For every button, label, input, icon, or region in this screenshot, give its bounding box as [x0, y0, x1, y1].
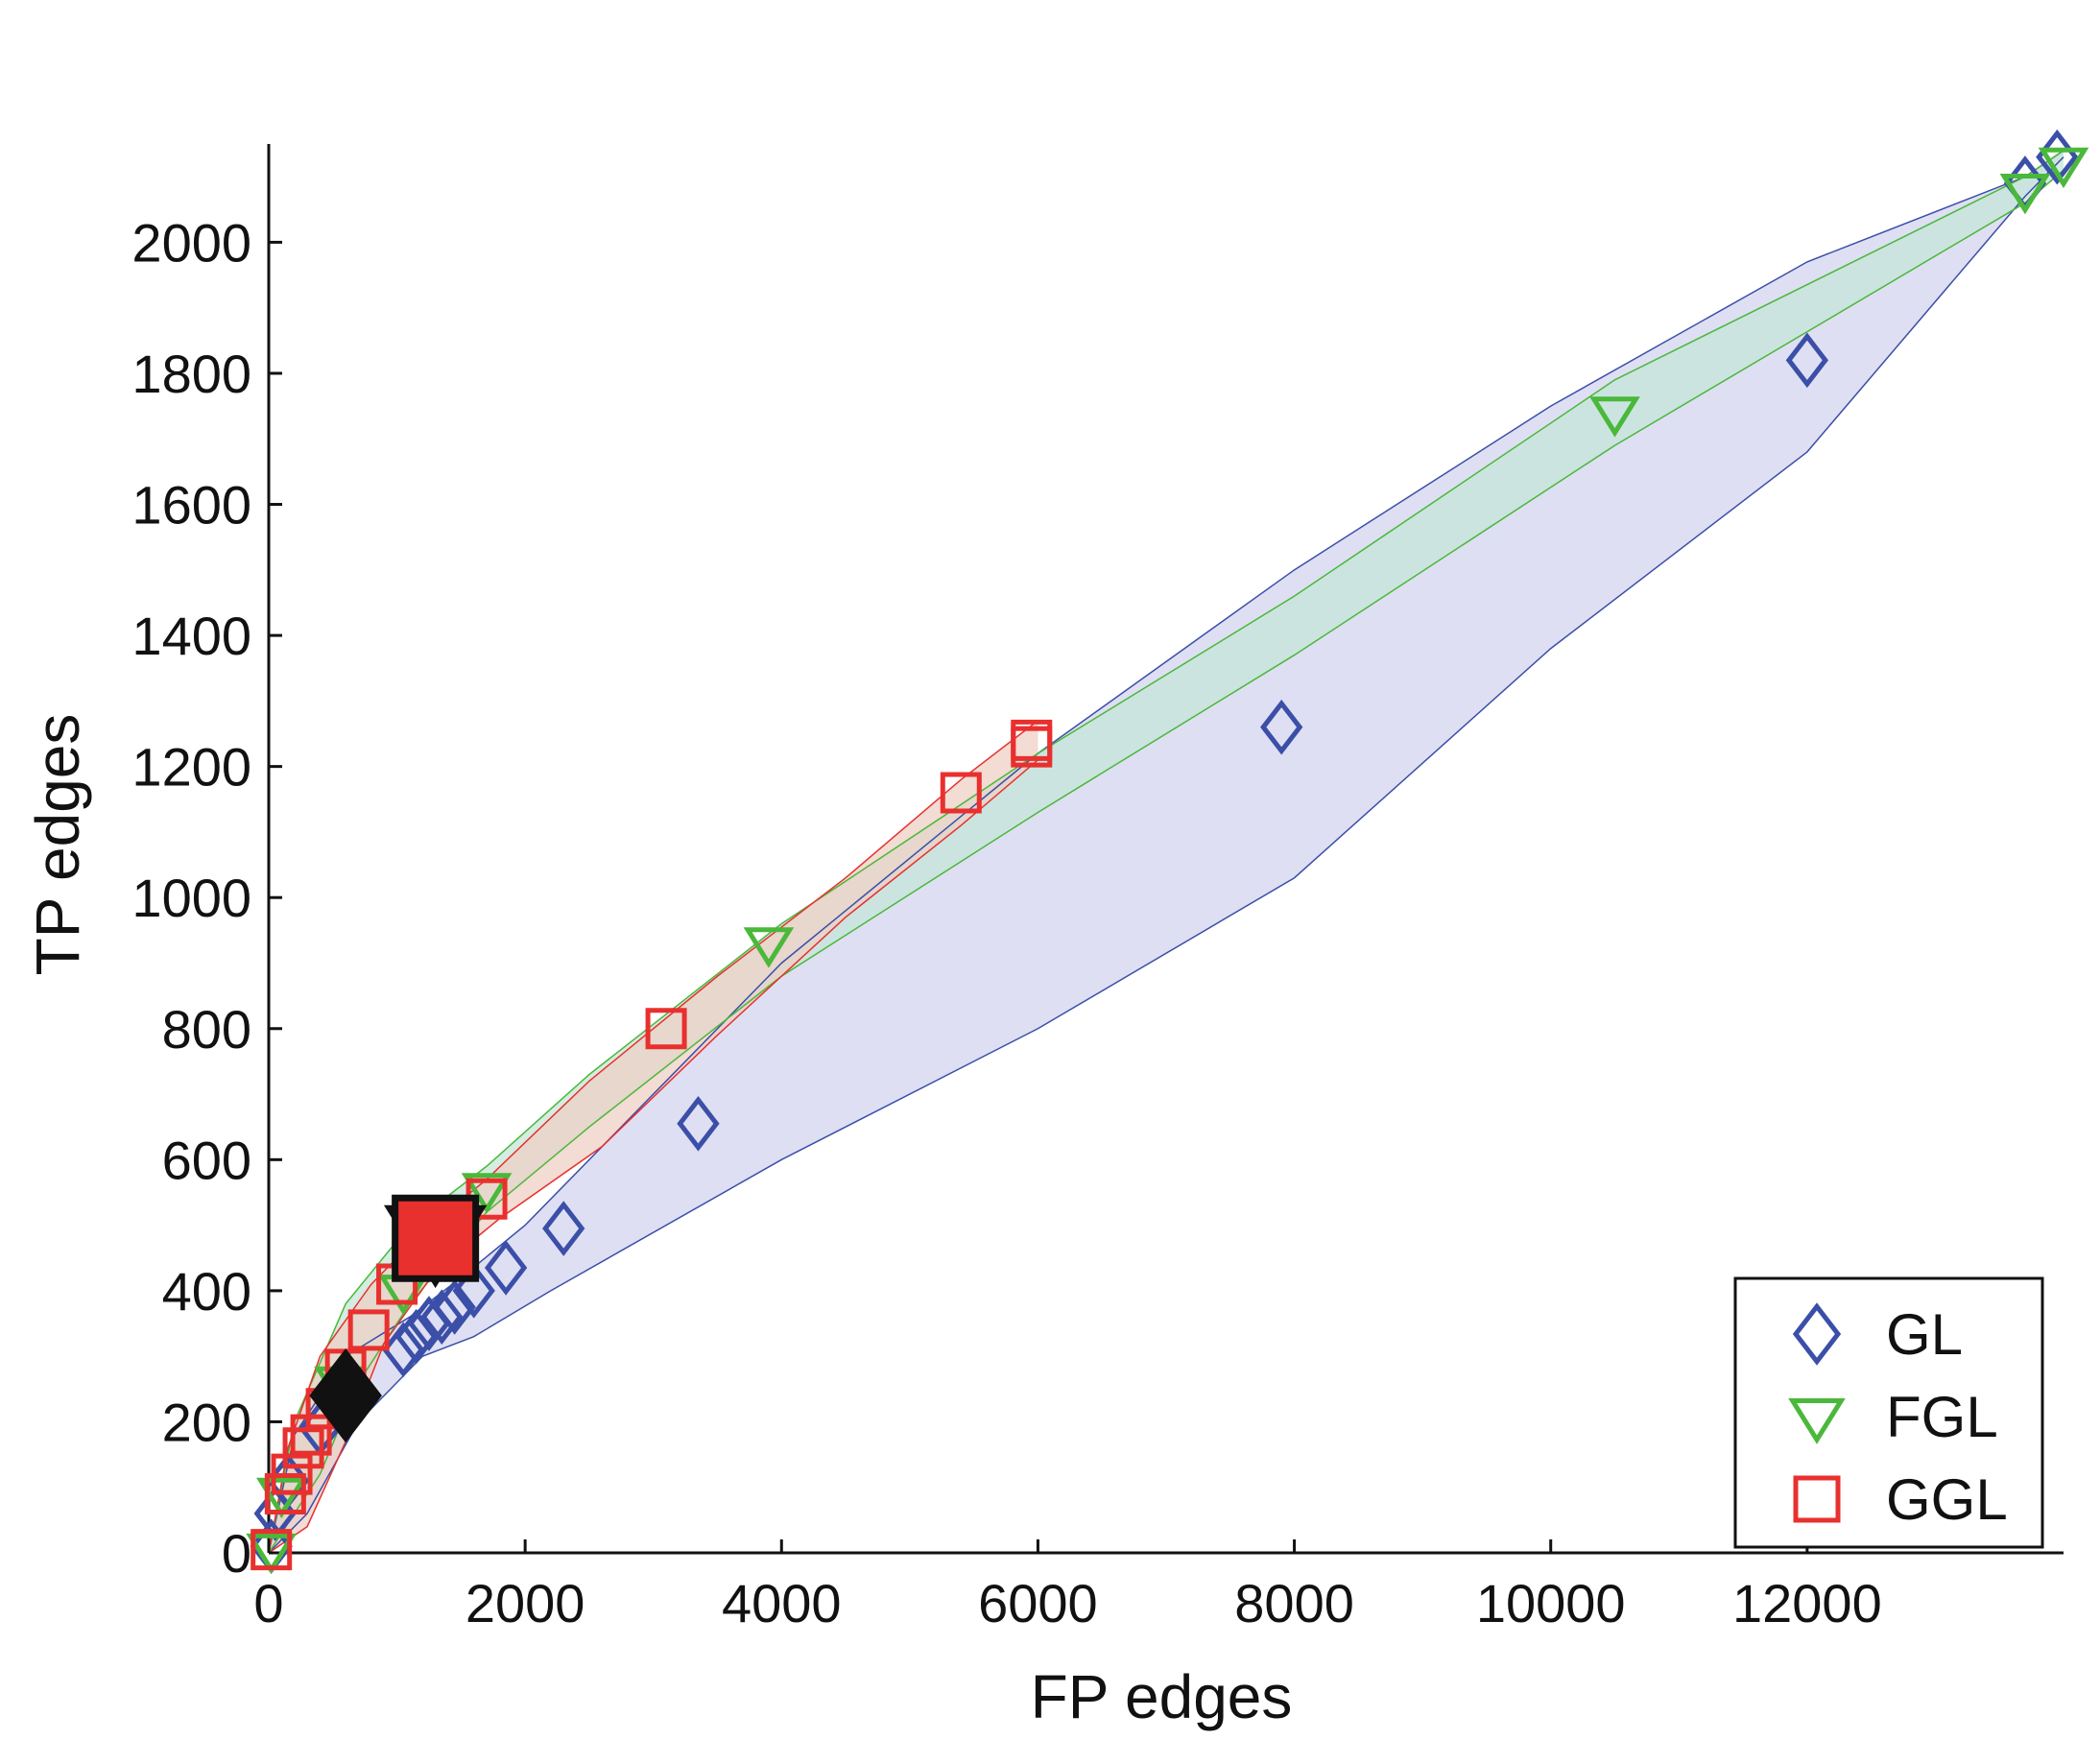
- y-tick-label: 0: [222, 1523, 251, 1584]
- legend-box: [1733, 1276, 2044, 1549]
- y-tick-label: 800: [162, 999, 251, 1060]
- point-gl: [382, 1322, 425, 1378]
- legend: GL FGL GGL: [1733, 1276, 2044, 1549]
- highlight-diamond: [309, 1348, 382, 1443]
- y-ticks: 0 200 400 600 800 1000 1200 1400 1600 1800 2000: [131, 212, 282, 1584]
- legend-marker-fgl: [1788, 1398, 1846, 1444]
- point-ggl: [940, 772, 982, 814]
- y-tick-label: 400: [162, 1261, 251, 1322]
- point-gl: [1260, 699, 1303, 755]
- point-fgl: [256, 1477, 307, 1519]
- point-ggl: [290, 1414, 332, 1456]
- highlight-square-outline: [392, 1194, 480, 1282]
- point-ggl: [1011, 719, 1053, 761]
- point-fgl: [1589, 396, 1640, 438]
- point-fgl: [1999, 174, 2051, 215]
- point-gl: [677, 1095, 720, 1152]
- point-ggl: [251, 1529, 293, 1571]
- band-upper-fgl: [268, 150, 2064, 1554]
- y-tick-label: 600: [162, 1130, 251, 1190]
- y-tick-label: 200: [162, 1392, 251, 1452]
- x-tick-label: 10000: [1476, 1573, 1626, 1633]
- point-ggl: [282, 1427, 324, 1469]
- x-axis-title: FP edges: [1031, 1662, 1293, 1731]
- x-tick-label: 6000: [978, 1573, 1098, 1633]
- legend-label-ggl: GGL: [1886, 1467, 2008, 1532]
- y-tick-label: 1200: [131, 737, 251, 798]
- legend-label-gl: GL: [1886, 1302, 1963, 1367]
- x-tick-label: 12000: [1732, 1573, 1882, 1633]
- point-fgl: [246, 1533, 298, 1575]
- point-gl: [394, 1308, 438, 1365]
- x-tick-label: 0: [253, 1573, 283, 1633]
- point-ggl: [347, 1309, 390, 1351]
- band-gl: [269, 150, 2064, 1554]
- x-tick-label: 4000: [722, 1573, 842, 1633]
- x-tick-label: 2000: [465, 1573, 585, 1633]
- point-gl: [1785, 332, 1829, 389]
- highlight-square: [392, 1195, 479, 1282]
- point-ggl: [264, 1473, 306, 1515]
- point-fgl: [743, 927, 795, 968]
- point-fgl: [2038, 147, 2089, 189]
- point-ggl: [645, 1008, 687, 1050]
- point-fgl: [461, 1173, 513, 1214]
- point-gl: [420, 1289, 464, 1346]
- point-ggl: [271, 1453, 313, 1495]
- legend-marker-ggl: [1793, 1475, 1841, 1523]
- legend-marker-gl: [1792, 1302, 1842, 1366]
- y-tick-label: 1600: [131, 475, 251, 536]
- point-gl: [542, 1201, 585, 1256]
- y-tick-label: 2000: [131, 212, 251, 273]
- axes: [267, 144, 2064, 1555]
- y-tick-label: 1400: [131, 606, 251, 666]
- x-tick-label: 8000: [1234, 1573, 1354, 1633]
- y-tick-label: 1800: [131, 344, 251, 404]
- point-gl: [484, 1240, 528, 1296]
- legend-label-fgl: FGL: [1886, 1385, 1998, 1449]
- point-gl: [452, 1263, 495, 1319]
- highlight-markers: [309, 1194, 488, 1443]
- point-gl: [433, 1279, 476, 1335]
- x-ticks: 0 2000 4000 6000 8000 10000 12000: [253, 1539, 1882, 1633]
- y-tick-label: 1000: [131, 868, 251, 928]
- y-axis-title: TP edges: [23, 714, 92, 976]
